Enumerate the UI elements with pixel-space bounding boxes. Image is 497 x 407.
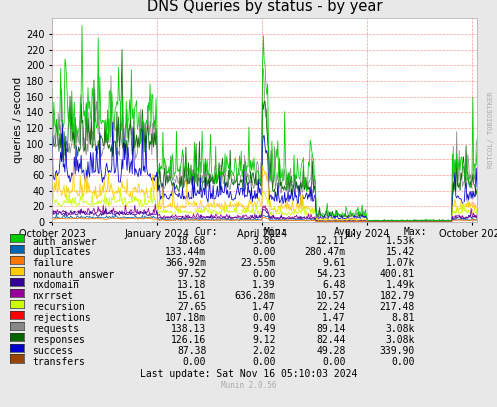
Text: Min:: Min:: [264, 227, 288, 237]
Text: nxdomain: nxdomain: [32, 280, 80, 290]
Text: rejections: rejections: [32, 313, 91, 323]
Text: Munin 2.0.56: Munin 2.0.56: [221, 381, 276, 390]
Title: DNS Queries by status - by year: DNS Queries by status - by year: [147, 0, 382, 14]
Text: 8.81: 8.81: [392, 313, 415, 323]
Text: 15.61: 15.61: [177, 291, 206, 301]
Text: 9.61: 9.61: [322, 258, 345, 268]
Text: 0.00: 0.00: [322, 357, 345, 367]
Text: 1.07k: 1.07k: [386, 258, 415, 268]
Text: 107.18m: 107.18m: [165, 313, 206, 323]
Text: 217.48: 217.48: [380, 302, 415, 312]
Text: 280.47m: 280.47m: [304, 247, 345, 257]
Text: 23.55m: 23.55m: [241, 258, 276, 268]
Text: 0.00: 0.00: [183, 357, 206, 367]
Text: 87.38: 87.38: [177, 346, 206, 356]
Text: 1.47: 1.47: [322, 313, 345, 323]
Y-axis label: queries / second: queries / second: [13, 77, 23, 163]
Text: 27.65: 27.65: [177, 302, 206, 312]
Text: 82.44: 82.44: [316, 335, 345, 345]
Text: 12.11: 12.11: [316, 236, 345, 246]
Text: 22.24: 22.24: [316, 302, 345, 312]
Text: 0.00: 0.00: [252, 357, 276, 367]
Text: 3.86: 3.86: [252, 236, 276, 246]
Text: 9.12: 9.12: [252, 335, 276, 345]
Text: recursion: recursion: [32, 302, 85, 312]
Text: transfers: transfers: [32, 357, 85, 367]
Text: 0.00: 0.00: [252, 269, 276, 279]
Text: 339.90: 339.90: [380, 346, 415, 356]
Text: 1.39: 1.39: [252, 280, 276, 290]
Text: 89.14: 89.14: [316, 324, 345, 334]
Text: responses: responses: [32, 335, 85, 345]
Text: Cur:: Cur:: [194, 227, 218, 237]
Text: 0.00: 0.00: [252, 313, 276, 323]
Text: 6.48: 6.48: [322, 280, 345, 290]
Text: auth_answer: auth_answer: [32, 236, 97, 247]
Text: Max:: Max:: [403, 227, 427, 237]
Text: 0.00: 0.00: [252, 247, 276, 257]
Text: failure: failure: [32, 258, 74, 268]
Text: Avg:: Avg:: [333, 227, 357, 237]
Text: duplicates: duplicates: [32, 247, 91, 257]
Text: Last update: Sat Nov 16 05:10:03 2024: Last update: Sat Nov 16 05:10:03 2024: [140, 369, 357, 379]
Text: nonauth_answer: nonauth_answer: [32, 269, 114, 280]
Text: 126.16: 126.16: [171, 335, 206, 345]
Text: nxrrset: nxrrset: [32, 291, 74, 301]
Text: 1.47: 1.47: [252, 302, 276, 312]
Text: requests: requests: [32, 324, 80, 334]
Text: 3.08k: 3.08k: [386, 335, 415, 345]
Text: 400.81: 400.81: [380, 269, 415, 279]
Text: 182.79: 182.79: [380, 291, 415, 301]
Text: 49.28: 49.28: [316, 346, 345, 356]
Text: 1.53k: 1.53k: [386, 236, 415, 246]
Text: 1.49k: 1.49k: [386, 280, 415, 290]
Text: 18.68: 18.68: [177, 236, 206, 246]
Text: 10.57: 10.57: [316, 291, 345, 301]
Text: 3.08k: 3.08k: [386, 324, 415, 334]
Text: 15.42: 15.42: [386, 247, 415, 257]
Text: 133.44m: 133.44m: [165, 247, 206, 257]
Text: 97.52: 97.52: [177, 269, 206, 279]
Text: 636.28m: 636.28m: [235, 291, 276, 301]
Text: 13.18: 13.18: [177, 280, 206, 290]
Text: 366.92m: 366.92m: [165, 258, 206, 268]
Text: 0.00: 0.00: [392, 357, 415, 367]
Text: 2.02: 2.02: [252, 346, 276, 356]
Text: 54.23: 54.23: [316, 269, 345, 279]
Text: 138.13: 138.13: [171, 324, 206, 334]
Text: success: success: [32, 346, 74, 356]
Text: RDTCOL/ TOBIOETKER: RDTCOL/ TOBIOETKER: [488, 92, 494, 168]
Text: 9.49: 9.49: [252, 324, 276, 334]
